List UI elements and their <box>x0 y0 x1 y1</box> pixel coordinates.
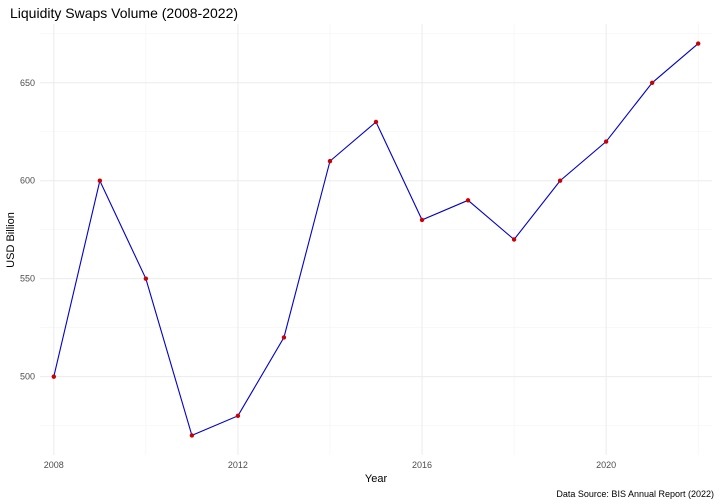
y-axis-title: USD Billion <box>5 212 17 268</box>
data-point <box>557 178 563 183</box>
data-point <box>419 217 425 223</box>
y-tick-label: 500 <box>20 372 35 382</box>
data-point <box>649 80 655 85</box>
y-tick-label: 550 <box>20 274 35 284</box>
data-point <box>281 335 287 340</box>
chart-title: Liquidity Swaps Volume (2008-2022) <box>10 5 238 21</box>
chart-caption: Data Source: BIS Annual Report (2022) <box>556 489 714 499</box>
data-point <box>235 413 241 419</box>
data-point <box>603 139 609 144</box>
data-point <box>465 198 471 203</box>
data-point <box>511 237 517 242</box>
x-tick-label: 2008 <box>44 460 64 470</box>
y-tick-label: 650 <box>20 78 35 88</box>
data-point <box>695 41 701 46</box>
data-point <box>97 178 103 183</box>
data-point <box>327 158 333 164</box>
data-point <box>373 119 379 125</box>
x-axis-title: Year <box>365 473 388 485</box>
x-tick-label: 2012 <box>228 460 248 470</box>
data-point <box>143 276 149 281</box>
y-tick-label: 600 <box>20 176 35 186</box>
y-axis-ticks: 500 550 600 650 <box>20 78 35 382</box>
data-point <box>51 374 57 379</box>
grid <box>40 24 712 455</box>
x-tick-label: 2016 <box>412 460 432 470</box>
x-axis-ticks: 2008 2012 2016 2020 <box>44 460 616 470</box>
x-tick-label: 2020 <box>596 460 616 470</box>
data-point <box>189 433 195 438</box>
data-points <box>51 41 701 438</box>
